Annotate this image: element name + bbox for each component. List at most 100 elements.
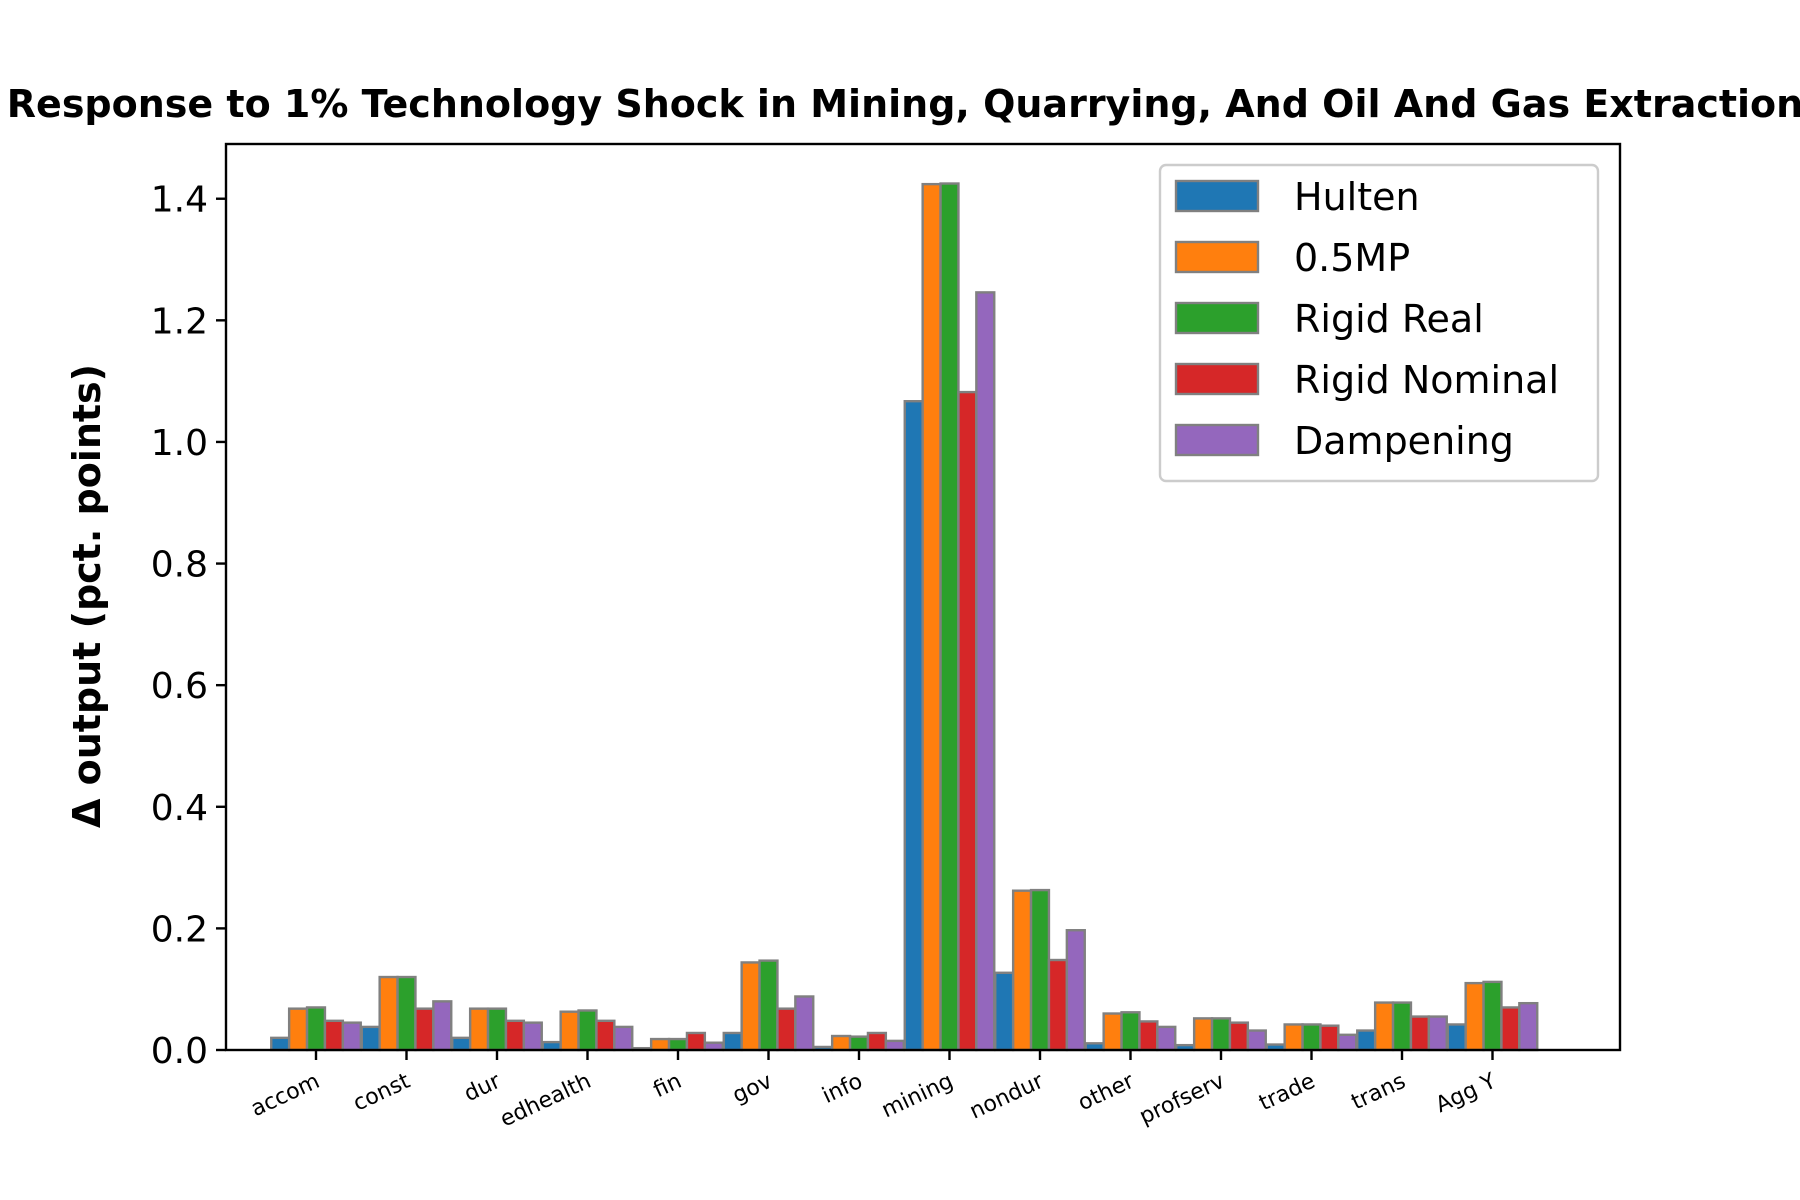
bar-rigid-real-trade [1301, 1023, 1322, 1052]
x-tick-label: other [1074, 1068, 1139, 1116]
bar-rigid-nominal-const [414, 1007, 435, 1052]
legend-swatch-rigid-real [1174, 301, 1260, 335]
bar-hulten-trans [1356, 1029, 1377, 1052]
bar-dampening-trans [1427, 1015, 1448, 1052]
legend-swatch-0-5mp [1174, 240, 1260, 274]
bar-dampening-const [432, 1000, 453, 1052]
bar-0-5mp-edhealth [559, 1010, 580, 1052]
bar-0-5mp-trans [1373, 1001, 1395, 1052]
axes-frame [224, 142, 1622, 1052]
y-tick-label: 1.2 [151, 301, 208, 342]
bar-dampening-profserv [1246, 1029, 1267, 1052]
bar-rigid-real-agg-y [1482, 980, 1503, 1052]
bar-0-5mp-info [830, 1034, 852, 1052]
bar-dampening-agg-y [1518, 1001, 1539, 1052]
bar-hulten-nondur [994, 971, 1015, 1052]
bar-dampening-info [884, 1039, 905, 1052]
bar-rigid-real-dur [486, 1007, 508, 1052]
bar-dampening-accom [341, 1021, 362, 1052]
bar-dampening-nondur [1065, 929, 1086, 1052]
legend-label-rigid-nominal: Rigid Nominal [1294, 358, 1559, 402]
bar-dampening-dur [522, 1021, 543, 1052]
bar-0-5mp-nondur [1011, 889, 1033, 1052]
bar-rigid-real-trans [1391, 1001, 1413, 1052]
bar-rigid-real-gov [758, 959, 779, 1052]
bar-0-5mp-const [378, 975, 399, 1052]
bar-rigid-real-const [396, 975, 417, 1052]
y-tick-label: 0.0 [151, 1031, 208, 1072]
bar-rigid-nominal-accom [323, 1019, 345, 1052]
bar-0-5mp-trade [1283, 1023, 1304, 1052]
bar-rigid-nominal-profserv [1228, 1021, 1250, 1052]
legend-swatch-dampening [1174, 423, 1260, 457]
x-tick-label: info [819, 1069, 867, 1109]
y-tick-label: 0.6 [151, 666, 208, 707]
bar-hulten-accom [270, 1036, 291, 1052]
legend-swatch-rigid-nominal [1174, 362, 1260, 396]
x-tick-label: gov [729, 1069, 776, 1109]
bar-0-5mp-agg-y [1464, 981, 1485, 1052]
x-tick-label: fin [650, 1069, 686, 1103]
bar-rigid-nominal-gov [776, 1007, 797, 1052]
legend: Hulten 0.5MP Rigid Real Rigid Nominal Dampen… [1158, 163, 1600, 483]
bar-rigid-nominal-other [1138, 1020, 1159, 1052]
bar-dampening-trade [1337, 1033, 1358, 1052]
legend-label-rigid-real: Rigid Real [1294, 297, 1484, 341]
bar-0-5mp-profserv [1192, 1017, 1214, 1052]
bar-0-5mp-accom [287, 1007, 309, 1052]
bar-rigid-real-nondur [1029, 888, 1051, 1052]
bar-dampening-edhealth [613, 1025, 634, 1052]
x-tick-label: mining [878, 1069, 957, 1124]
y-axis-label: Δ output (pct. points) [65, 364, 109, 828]
bar-dampening-mining [975, 291, 996, 1052]
bar-rigid-nominal-agg-y [1500, 1006, 1521, 1052]
bar-0-5mp-other [1102, 1012, 1123, 1052]
bar-0-5mp-mining [921, 182, 942, 1052]
legend-frame [1158, 163, 1600, 483]
bar-rigid-nominal-trans [1409, 1015, 1431, 1052]
bar-0-5mp-gov [740, 961, 761, 1052]
x-tick-label: dur [460, 1068, 505, 1107]
y-tick-label: 0.2 [151, 909, 208, 950]
x-tick-label: const [349, 1069, 414, 1117]
bar-hulten-gov [722, 1031, 743, 1052]
bar-hulten-agg-y [1446, 1023, 1467, 1052]
x-tick-label: nondur [966, 1068, 1048, 1124]
bar-rigid-real-fin [667, 1037, 689, 1052]
y-tick-label: 1.0 [151, 423, 208, 464]
bar-hulten-dur [451, 1036, 472, 1052]
x-tick-label: profserv [1136, 1069, 1229, 1130]
legend-swatch-hulten [1174, 179, 1260, 213]
bar-hulten-mining [903, 400, 924, 1052]
legend-label-0-5mp: 0.5MP [1294, 236, 1410, 280]
bar-0-5mp-fin [649, 1037, 671, 1052]
y-tick-label: 0.8 [151, 545, 208, 586]
x-tick-label: trade [1255, 1069, 1319, 1116]
bar-rigid-nominal-info [866, 1031, 888, 1052]
bar-rigid-nominal-nondur [1047, 958, 1069, 1052]
bar-rigid-nominal-fin [685, 1031, 707, 1052]
bar-rigid-nominal-edhealth [595, 1019, 616, 1052]
bar-rigid-real-other [1120, 1011, 1141, 1052]
bar-rigid-real-accom [305, 1006, 327, 1052]
bar-rigid-nominal-mining [957, 390, 978, 1052]
bar-rigid-nominal-dur [504, 1019, 526, 1052]
bar-rigid-real-profserv [1210, 1017, 1232, 1052]
chart-title: Response to 1% Technology Shock in Minin… [7, 82, 1800, 126]
bar-0-5mp-dur [468, 1007, 490, 1052]
y-tick-label: 1.4 [151, 180, 208, 221]
y-tick-label: 0.4 [151, 788, 208, 829]
legend-label-hulten: Hulten [1294, 175, 1420, 219]
x-tick-label: Agg Y [1432, 1069, 1501, 1119]
bar-rigid-real-mining [939, 182, 960, 1052]
legend-label-dampening: Dampening [1294, 419, 1514, 463]
bar-rigid-real-edhealth [577, 1009, 598, 1052]
x-tick-label: trans [1348, 1069, 1410, 1116]
x-tick-label: edhealth [496, 1069, 595, 1133]
bar-dampening-other [1156, 1025, 1177, 1052]
bar-dampening-gov [794, 995, 815, 1052]
bar-hulten-const [360, 1025, 381, 1052]
bar-rigid-real-info [848, 1035, 870, 1052]
bar-rigid-nominal-trade [1319, 1024, 1340, 1052]
